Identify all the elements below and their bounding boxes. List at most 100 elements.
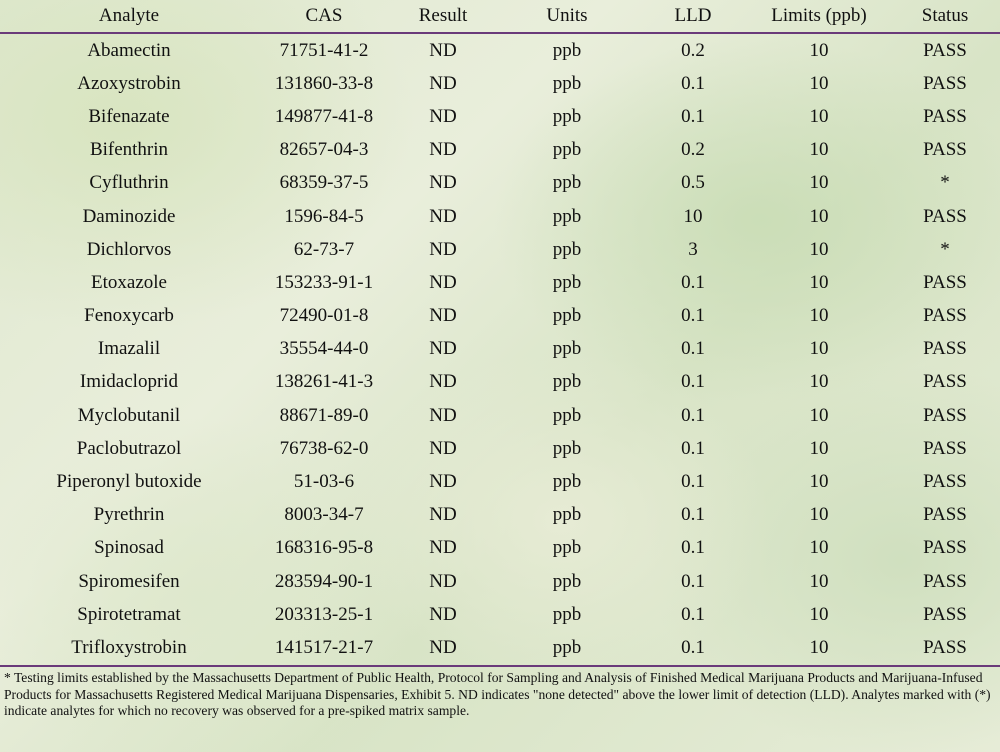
cell-analyte: Spiromesifen (78, 570, 180, 592)
cell-cas: 71751-41-2 (279, 39, 369, 61)
cell-status: * (940, 238, 950, 260)
cell-result: ND (429, 238, 457, 260)
cell-lld: 0.5 (681, 172, 705, 194)
cell-status: PASS (923, 305, 967, 327)
results-table-container: Analyte CAS Result Units LLD Limits (ppb… (0, 0, 1000, 667)
cell-result: ND (429, 371, 457, 393)
cell-lld: 0.1 (681, 471, 705, 493)
cell-lld: 0.1 (681, 72, 705, 94)
cell-status: * (940, 172, 950, 194)
cell-cas: 62-73-7 (293, 238, 355, 260)
cell-status: PASS (923, 39, 967, 61)
cell-units: ppb (552, 105, 582, 127)
cell-analyte: Abamectin (87, 39, 171, 61)
cell-status: PASS (923, 205, 967, 227)
cell-cas: 149877-41-8 (274, 105, 374, 127)
table-row: Spinosad 168316-95-8 ND ppb 0.1 10 PASS (0, 532, 1000, 565)
pesticide-results-table: Analyte CAS Result Units LLD Limits (ppb… (0, 0, 1000, 667)
footnote-text: * Testing limits established by the Mass… (4, 670, 991, 719)
table-row: Paclobutrazol 76738-62-0 ND ppb 0.1 10 PASS (0, 432, 1000, 465)
cell-limits: 10 (809, 371, 829, 393)
cell-lld: 0.1 (681, 603, 705, 625)
cell-result: ND (429, 72, 457, 94)
cell-cas: 153233-91-1 (274, 271, 374, 293)
cell-limits: 10 (809, 305, 829, 327)
cell-analyte: Bifenthrin (89, 139, 169, 161)
table-row: Abamectin 71751-41-2 ND ppb 0.2 10 PASS (0, 33, 1000, 67)
cell-lld: 0.1 (638, 631, 748, 667)
cell-lld: 0.2 (681, 39, 705, 61)
cell-status: PASS (923, 371, 967, 393)
cell-limits: 10 (809, 471, 829, 493)
cell-limits: 10 (809, 39, 829, 61)
cell-lld: 0.1 (681, 437, 705, 459)
cell-units: ppb (552, 570, 582, 592)
cell-limits: 10 (809, 338, 829, 360)
cell-analyte: Trifloxystrobin (0, 631, 258, 667)
cell-result: ND (429, 570, 457, 592)
cell-limits: 10 (809, 72, 829, 94)
header-cas: CAS (258, 0, 390, 34)
cell-status: PASS (923, 72, 967, 94)
cell-result: ND (429, 105, 457, 127)
cell-lld: 10 (683, 205, 703, 227)
cell-result: ND (429, 404, 457, 426)
cell-limits: 10 (809, 271, 829, 293)
cell-result: ND (429, 338, 457, 360)
cell-cas: 168316-95-8 (274, 537, 374, 559)
cell-cas: 1596-84-5 (284, 205, 364, 227)
table-row: Azoxystrobin 131860-33-8 ND ppb 0.1 10 PASS (0, 67, 1000, 100)
cell-limits: 10 (748, 631, 890, 667)
cell-units: ppb (552, 437, 582, 459)
cell-lld: 3 (688, 238, 698, 260)
cell-status: PASS (923, 404, 967, 426)
cell-cas: 131860-33-8 (274, 72, 374, 94)
cell-units: ppb (552, 504, 582, 526)
cell-status: PASS (890, 631, 1000, 667)
cell-result: ND (429, 139, 457, 161)
header-result: Result (390, 0, 496, 34)
cell-limits: 10 (809, 172, 829, 194)
cell-status: PASS (923, 338, 967, 360)
cell-analyte: Fenoxycarb (84, 305, 174, 327)
cell-limits: 10 (809, 504, 829, 526)
cell-analyte: Bifenazate (88, 105, 170, 127)
cell-lld: 0.1 (681, 570, 705, 592)
cell-limits: 10 (809, 105, 829, 127)
cell-limits: 10 (809, 603, 829, 625)
cell-analyte: Etoxazole (91, 271, 167, 293)
cell-analyte: Spirotetramat (77, 603, 181, 625)
cell-result: ND (429, 537, 457, 559)
cell-limits: 10 (809, 437, 829, 459)
table-row: Imidacloprid 138261-41-3 ND ppb 0.1 10 PASS (0, 366, 1000, 399)
cell-result: ND (429, 471, 457, 493)
cell-units: ppb (552, 238, 582, 260)
cell-lld: 0.1 (681, 371, 705, 393)
cell-status: PASS (923, 437, 967, 459)
cell-limits: 10 (809, 205, 829, 227)
cell-status: PASS (923, 537, 967, 559)
cell-lld: 0.1 (681, 105, 705, 127)
cell-cas: 283594-90-1 (274, 570, 374, 592)
cell-units: ppb (552, 305, 582, 327)
cell-lld: 0.1 (681, 537, 705, 559)
table-header-row: Analyte CAS Result Units LLD Limits (ppb… (0, 0, 1000, 34)
cell-analyte: Pyrethrin (93, 504, 165, 526)
cell-analyte: Spinosad (94, 537, 164, 559)
cell-cas: 141517-21-7 (258, 631, 390, 667)
cell-result: ND (429, 603, 457, 625)
cell-analyte: Azoxystrobin (77, 72, 181, 94)
cell-status: PASS (923, 471, 967, 493)
cell-analyte: Daminozide (82, 205, 176, 227)
table-row: Trifloxystrobin 141517-21-7 ND ppb 0.1 10 PASS (0, 631, 1000, 667)
cell-analyte: Piperonyl butoxide (56, 471, 202, 493)
cell-cas: 203313-25-1 (274, 603, 374, 625)
table-row: Spirotetramat 203313-25-1 ND ppb 0.1 10 PASS (0, 598, 1000, 631)
cell-lld: 0.1 (681, 504, 705, 526)
cell-cas: 76738-62-0 (279, 437, 369, 459)
table-row: Daminozide 1596-84-5 ND ppb 10 10 PASS (0, 200, 1000, 233)
cell-units: ppb (552, 172, 582, 194)
cell-units: ppb (552, 537, 582, 559)
cell-cas: 35554-44-0 (279, 338, 369, 360)
header-analyte: Analyte (0, 0, 258, 34)
